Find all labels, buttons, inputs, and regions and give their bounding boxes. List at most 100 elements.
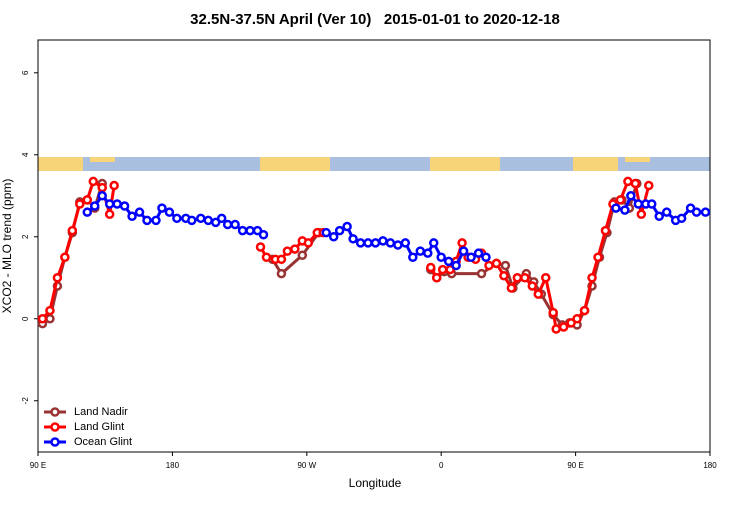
- data-point: [203, 215, 213, 226]
- data-point: [423, 248, 433, 258]
- x-tick-label: 180: [166, 461, 180, 470]
- data-point: [437, 264, 448, 275]
- data-point: [491, 258, 502, 269]
- data-point: [473, 248, 484, 258]
- data-point: [104, 199, 115, 209]
- data-point: [408, 252, 418, 263]
- data-point: [290, 244, 300, 254]
- y-tick-label: 0: [21, 316, 30, 321]
- data-point: [647, 199, 657, 209]
- data-point: [512, 273, 523, 283]
- data-point: [321, 227, 331, 238]
- data-point: [216, 213, 227, 224]
- data-point: [579, 305, 590, 316]
- data-point: [633, 199, 644, 209]
- data-point: [700, 207, 711, 217]
- x-tick-label: 90 W: [297, 461, 316, 470]
- legend-label: Land Glint: [74, 421, 124, 433]
- data-point: [88, 176, 99, 187]
- data-point: [45, 305, 55, 316]
- data-point: [109, 180, 119, 191]
- data-point: [252, 225, 263, 236]
- legend-marker: [50, 422, 60, 432]
- data-point: [82, 207, 93, 217]
- data-point: [558, 322, 569, 332]
- data-point: [157, 203, 167, 213]
- data-point: [119, 201, 130, 211]
- x-tick-label: 0: [439, 461, 444, 470]
- data-point: [355, 238, 366, 248]
- data-point: [691, 207, 702, 217]
- y-tick-label: 2: [21, 234, 30, 239]
- data-point: [431, 273, 442, 283]
- series-line: [41, 179, 651, 331]
- data-point: [644, 180, 654, 191]
- data-point: [458, 246, 469, 256]
- y-axis-label: XCO2 - MLO trend (ppm): [0, 179, 14, 314]
- data-point: [261, 252, 272, 263]
- data-point: [237, 225, 248, 236]
- data-point: [282, 246, 293, 256]
- data-point: [127, 211, 137, 222]
- y-tick-label: 4: [21, 152, 30, 157]
- data-point: [400, 238, 411, 248]
- data-point: [685, 203, 696, 213]
- data-point: [548, 307, 558, 318]
- x-axis-label: Longitude: [349, 476, 402, 490]
- data-point: [623, 176, 633, 187]
- data-point: [75, 199, 85, 209]
- data-point: [255, 242, 266, 252]
- legend-marker: [50, 437, 60, 447]
- data-point: [443, 256, 454, 267]
- data-point: [636, 209, 647, 219]
- data-point: [520, 273, 530, 283]
- data-point: [328, 232, 339, 242]
- data-point: [533, 289, 544, 299]
- data-point: [611, 203, 621, 213]
- x-tick-label: 180: [703, 461, 717, 470]
- data-point: [500, 260, 511, 271]
- data-point: [587, 273, 597, 283]
- data-point: [593, 252, 603, 263]
- data-point: [172, 213, 182, 224]
- data-point: [428, 238, 439, 248]
- data-point: [378, 236, 388, 246]
- data-point: [52, 273, 63, 283]
- data-point: [630, 178, 641, 189]
- data-point: [661, 207, 672, 217]
- data-point: [415, 246, 426, 256]
- data-point: [481, 252, 491, 263]
- data-point: [620, 205, 630, 215]
- data-point: [258, 229, 269, 240]
- data-point: [363, 238, 373, 248]
- data-point: [676, 213, 687, 224]
- data-point: [303, 238, 314, 248]
- data-point: [134, 207, 145, 217]
- data-point: [626, 191, 636, 201]
- data-point: [89, 201, 100, 211]
- data-point: [445, 264, 455, 275]
- data-point: [210, 217, 221, 228]
- data-point: [297, 250, 308, 260]
- data-point: [527, 281, 538, 291]
- data-point: [97, 191, 107, 201]
- x-tick-label: 90 E: [30, 461, 46, 470]
- data-point: [370, 238, 381, 248]
- data-point: [425, 262, 436, 273]
- legend-label: Land Nadir: [74, 406, 128, 418]
- data-point: [151, 215, 161, 226]
- data-point: [600, 225, 611, 236]
- data-point: [142, 215, 152, 226]
- data-point: [457, 238, 467, 248]
- data-point: [276, 268, 287, 279]
- data-point: [484, 260, 494, 271]
- data-point: [506, 283, 517, 293]
- data-point: [112, 199, 122, 209]
- data-point: [276, 254, 287, 265]
- map-strip: [38, 157, 710, 171]
- data-point: [436, 252, 446, 263]
- data-point: [67, 225, 78, 236]
- data-point: [654, 211, 664, 222]
- data-point: [104, 209, 115, 219]
